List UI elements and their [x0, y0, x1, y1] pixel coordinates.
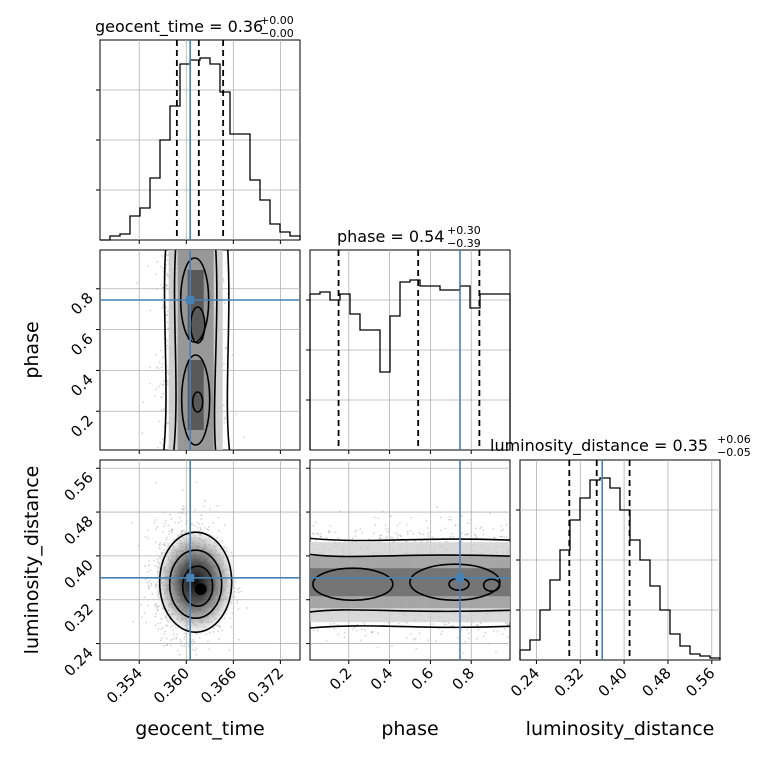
truth-marker — [186, 296, 195, 304]
title-geocent: geocent_time = 0.36 +0.00 −0.00 — [95, 14, 294, 40]
tick-label-x: 0.372 — [244, 664, 287, 707]
tick-label-x: 0.48 — [638, 664, 674, 700]
title-phase-minus: −0.39 — [447, 237, 481, 250]
title-lumdist-minus: −0.05 — [717, 446, 751, 459]
tick-label-y: 0.56 — [60, 468, 96, 504]
tick-label-x: 0.40 — [595, 664, 631, 700]
title-geocent-plus: +0.00 — [260, 14, 294, 27]
tick-label-x: 0.366 — [197, 664, 240, 707]
tick-label-y: 0.48 — [60, 512, 96, 548]
title-geocent-minus: −0.00 — [260, 27, 294, 40]
histogram-geocent_time — [100, 57, 301, 241]
tick-label-y: 0.6 — [67, 330, 97, 360]
title-lumdist: luminosity_distance = 0.35 +0.06 −0.05 — [490, 433, 751, 459]
xlabel-phase: phase — [381, 718, 438, 740]
xlabel-geocent: geocent_time — [135, 718, 264, 740]
density-2-1 — [310, 537, 510, 629]
histogram-luminosity_distance — [519, 477, 721, 660]
tick-label-y: 0.4 — [67, 371, 97, 401]
tick-label-x: 0.2 — [326, 664, 356, 694]
title-geocent-base: geocent_time = 0.36 — [95, 17, 263, 37]
tick-label-x: 0.32 — [551, 664, 587, 700]
tick-label-x: 0.4 — [367, 664, 397, 694]
xlabel-lumdist: luminosity_distance — [526, 718, 715, 740]
title-phase: phase = 0.54 +0.30 −0.39 — [337, 224, 481, 250]
tick-label-y: 0.8 — [67, 289, 97, 319]
ylabel-phase: phase — [21, 321, 43, 378]
tick-label-x: 0.24 — [507, 664, 543, 700]
tick-label-y: 0.40 — [60, 556, 96, 592]
histogram-phase — [309, 279, 511, 450]
density-1-0 — [163, 250, 231, 450]
tick-label-x: 0.8 — [448, 664, 478, 694]
truth-marker — [186, 573, 195, 582]
tick-label-y: 0.2 — [67, 411, 97, 441]
tick-label-x: 0.354 — [103, 664, 146, 707]
truth-marker — [456, 573, 464, 582]
ylabel-lumdist: luminosity_distance — [21, 466, 43, 655]
tick-label-x: 0.6 — [408, 664, 438, 694]
density-2-0 — [155, 530, 236, 635]
tick-label-y: 0.24 — [60, 644, 96, 680]
title-phase-base: phase = 0.54 — [337, 227, 444, 246]
tick-label-x: 0.360 — [150, 664, 193, 707]
title-lumdist-plus: +0.06 — [717, 433, 751, 446]
title-lumdist-base: luminosity_distance = 0.35 — [490, 436, 708, 456]
title-phase-plus: +0.30 — [447, 224, 481, 237]
tick-label-y: 0.32 — [60, 600, 96, 636]
tick-label-x: 0.56 — [682, 664, 718, 700]
